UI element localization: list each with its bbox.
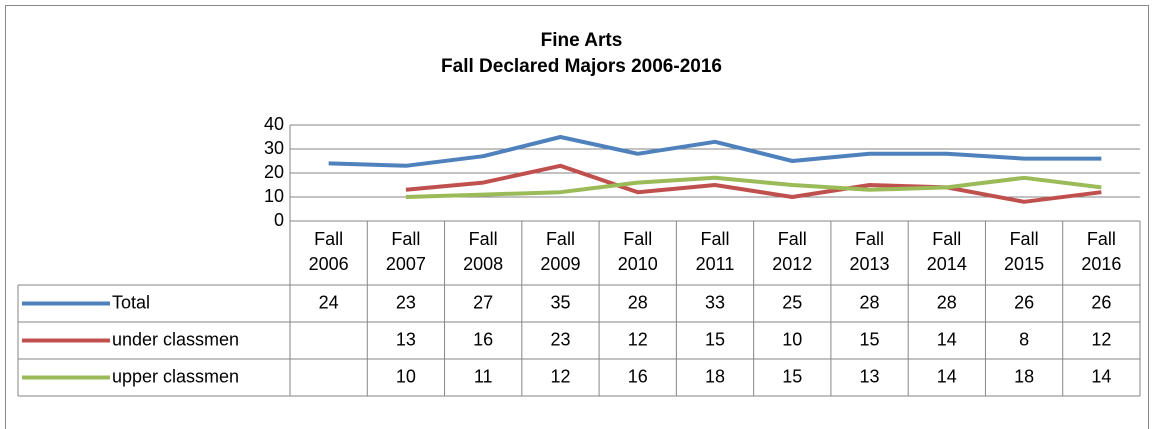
table-value: 10 [396,366,416,386]
table-value: 33 [705,292,725,312]
table-value: 15 [782,366,802,386]
y-tick-label: 20 [264,162,284,182]
table-value: 14 [937,329,957,349]
table-value: 18 [705,366,725,386]
table-value: 23 [550,329,570,349]
x-tick-label: Fall 2006 [308,229,349,274]
table-value: 13 [396,329,416,349]
chart-subtitle: Fall Declared Majors 2006-2016 [441,56,722,77]
table-value: 26 [1014,292,1034,312]
table-value: 23 [396,292,416,312]
x-tick-label: Fall 2016 [1081,229,1122,274]
x-tick-label: Fall 2015 [1004,229,1045,274]
table-value: 35 [550,292,570,312]
table-value: 25 [782,292,802,312]
legend-label: under classmen [112,329,239,349]
x-tick-label: Fall 2011 [695,229,735,274]
x-tick-label: Fall 2008 [463,229,504,274]
y-tick-label: 0 [274,210,284,230]
table-value: 11 [474,366,493,386]
series-line [405,175,1102,199]
table-value: 24 [319,292,339,312]
table-value: 26 [1091,292,1111,312]
frame [5,5,1149,429]
table-value: 28 [860,292,880,312]
table-value: 15 [860,329,880,349]
series-line [405,163,1102,204]
y-tick-label: 30 [264,138,284,158]
table-value: 15 [705,329,725,349]
legend-label: upper classmen [112,366,239,386]
table-value: 16 [473,329,493,349]
x-tick-label: Fall 2012 [772,229,813,274]
table-value: 28 [937,292,957,312]
x-tick-label: Fall 2013 [849,229,890,274]
x-tick-label: Fall 2010 [617,229,658,274]
table-value: 12 [1091,329,1111,349]
table-value: 14 [937,366,957,386]
table-value: 12 [550,366,570,386]
table-value: 13 [860,366,880,386]
table-value: 8 [1019,329,1029,349]
table-value: 27 [473,292,493,312]
table-value: 12 [628,329,648,349]
series-line [328,135,1102,168]
x-tick-label: Fall 2014 [926,229,967,274]
y-tick-label: 10 [264,186,284,206]
table-value: 10 [782,329,802,349]
legend-label: Total [112,292,150,312]
table-value: 16 [628,366,648,386]
table-value: 14 [1091,366,1111,386]
table-value: 28 [628,292,648,312]
x-tick-label: Fall 2009 [540,229,581,274]
y-tick-label: 40 [264,114,284,134]
table-value: 18 [1014,366,1034,386]
x-tick-label: Fall 2007 [385,229,426,274]
chart-title: Fine Arts [540,30,623,51]
